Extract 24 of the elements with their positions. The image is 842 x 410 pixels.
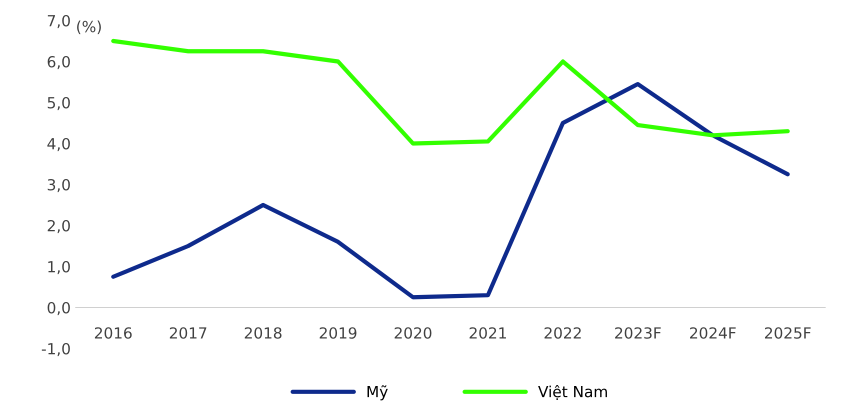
y-tick-label: 4,0 xyxy=(47,138,70,152)
x-tick-label: 2020 xyxy=(394,327,432,339)
y-tick-label: 6,0 xyxy=(48,56,70,70)
y-axis-title: (%) xyxy=(77,20,101,34)
legend-label: Việt Nam xyxy=(538,384,607,400)
line-series xyxy=(111,82,790,300)
y-tick-label: -1,0 xyxy=(42,342,70,356)
x-tick-label: 2024F xyxy=(690,327,736,339)
y-tick-label: 2,0 xyxy=(48,220,70,234)
x-tick-label: 2017 xyxy=(170,327,206,339)
y-tick-label: 7,0 xyxy=(48,14,70,28)
x-tick-label: 2023F xyxy=(615,327,661,339)
y-tick-label: 5,0 xyxy=(48,96,70,110)
x-tick-label: 2016 xyxy=(94,327,132,339)
x-tick-label: 2019 xyxy=(320,327,356,339)
x-tick-label: 2025F xyxy=(764,327,811,339)
x-tick-label: 2022 xyxy=(544,327,581,339)
x-tick-label: 2021 xyxy=(470,327,506,339)
line-series xyxy=(111,38,790,146)
x-tick-label: 2018 xyxy=(244,327,282,339)
y-tick-label: 1,0 xyxy=(48,260,70,274)
legend-label: Mỹ xyxy=(368,385,388,400)
y-tick-label: 0,0 xyxy=(48,302,70,316)
y-tick-label: 3,0 xyxy=(48,178,70,192)
